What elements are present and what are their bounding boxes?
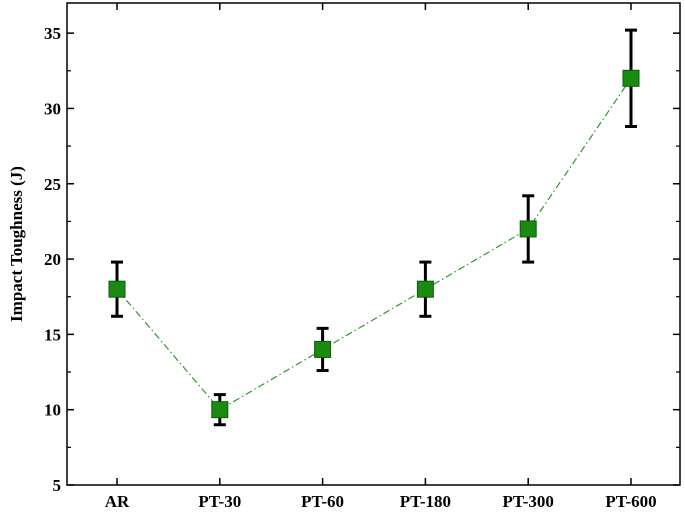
x-tick-label: PT-60 <box>301 492 344 511</box>
data-point-marker <box>108 280 126 298</box>
data-point-marker <box>211 401 229 419</box>
data-point-marker <box>519 220 537 238</box>
data-markers-group <box>108 69 640 419</box>
y-tick-label: 25 <box>44 175 61 194</box>
data-point-marker <box>622 69 640 87</box>
x-tick-label: PT-300 <box>503 492 554 511</box>
x-tick-label: PT-180 <box>400 492 451 511</box>
error-bars-group <box>111 28 637 427</box>
plot-frame <box>66 2 681 486</box>
y-axis-title: Impact Toughness (J) <box>7 166 26 322</box>
y-tick-label: 35 <box>44 24 61 43</box>
y-tick-label: 10 <box>44 401 61 420</box>
y-tick-label: 5 <box>53 476 62 495</box>
data-point-marker <box>314 340 332 358</box>
series-line-group <box>116 77 632 411</box>
y-axis-ticks: 5 10 15 20 25 30 35 <box>44 24 680 495</box>
data-point-marker <box>416 280 434 298</box>
y-tick-label: 30 <box>44 99 61 118</box>
x-axis-ticks: AR PT-30 PT-60 PT-180 PT-300 PT-600 <box>105 3 657 511</box>
y-tick-label: 20 <box>44 250 61 269</box>
series-line <box>116 77 632 411</box>
y-tick-label: 15 <box>44 325 61 344</box>
x-tick-label: PT-600 <box>605 492 656 511</box>
x-tick-label: AR <box>105 492 130 511</box>
x-tick-label: PT-30 <box>198 492 241 511</box>
